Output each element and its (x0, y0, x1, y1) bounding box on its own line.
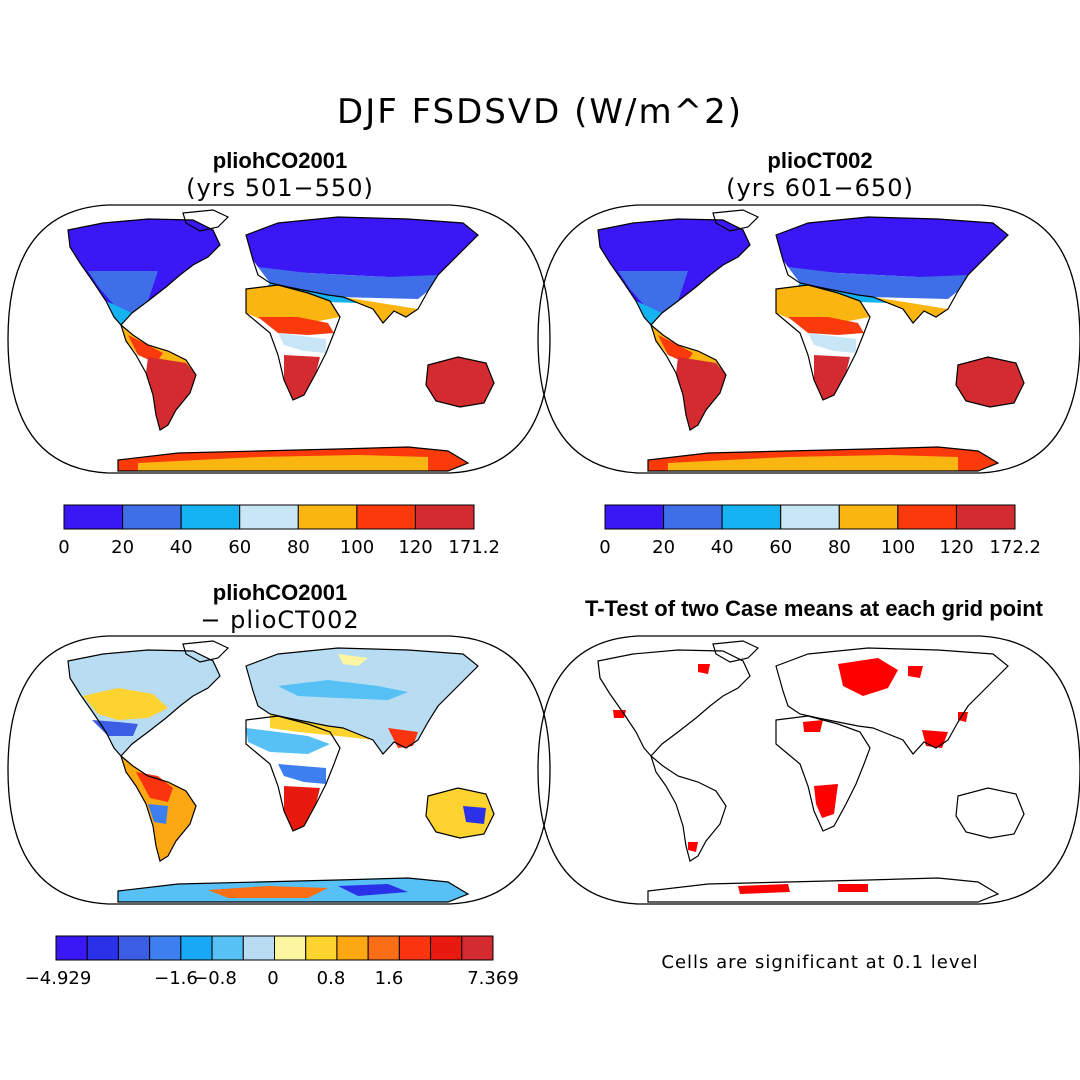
colorbar-swatch (122, 504, 182, 530)
panel-tr-title: plioCT002 (767, 148, 873, 173)
map-panel-br (537, 635, 1080, 905)
colorbar-tick-label: 171.2 (448, 537, 500, 558)
panel-tl-title: pliohCO2001 (212, 148, 348, 173)
colorbar-swatch (211, 935, 244, 961)
colorbar-tick-label: 120 (398, 537, 432, 558)
colorbar-swatch (663, 504, 723, 530)
colorbar-tick-label: 60 (769, 537, 792, 558)
colorbar-swatch (117, 935, 151, 961)
colorbar-tick-label: 80 (828, 537, 851, 558)
colorbar-swatch (336, 935, 369, 961)
colorbar-swatch (63, 504, 124, 530)
colorbar-tick-label: −1.6 (154, 968, 198, 989)
colorbar-tick-label: 60 (228, 537, 251, 558)
colorbar-tick-label: 40 (711, 537, 734, 558)
panel-tr-subtitle: (yrs 601−650) (726, 174, 914, 202)
colorbar-swatch (780, 504, 840, 530)
figure-title: DJF FSDSVD (W/m^2) (337, 92, 743, 132)
colorbar-swatch (297, 504, 358, 530)
colorbar-tick-label: −4.929 (25, 968, 92, 989)
colorbar-tick-label: 7.369 (467, 968, 519, 989)
colorbar-tr: 0 20 40 60 80 100 120 172.2 (599, 504, 1041, 558)
colorbar-swatch (955, 504, 1016, 530)
colorbar-tick-label: 80 (287, 537, 310, 558)
map-panel-bl (7, 635, 551, 905)
colorbar-tick-label: 0.8 (317, 968, 346, 989)
colorbar-tick-label: −0.8 (193, 968, 237, 989)
colorbar-swatch (604, 504, 665, 530)
panel-bl-subtitle: − plioCT002 (200, 606, 360, 634)
map-panel-tr (537, 204, 1080, 474)
colorbar-tl: 0 20 40 60 80 100 120 171.2 (58, 504, 500, 558)
colorbar-tick-label: 1.6 (375, 968, 404, 989)
colorbar-tick-label: 100 (340, 537, 374, 558)
panel-br-title: T-Test of two Case means at each grid po… (584, 596, 1043, 621)
colorbar-swatch (430, 935, 463, 961)
colorbar-swatch (86, 935, 119, 961)
colorbar-swatch (242, 935, 276, 961)
colorbar-swatch (356, 504, 416, 530)
panel-tl-subtitle: (yrs 501−550) (186, 174, 374, 202)
colorbar-tick-label: 20 (111, 537, 134, 558)
colorbar-swatch (838, 504, 899, 530)
colorbar-tick-label: 0 (267, 968, 278, 989)
colorbar-swatch (897, 504, 957, 530)
panel-bl-title: pliohCO2001 (212, 580, 348, 605)
colorbar-tick-label: 100 (881, 537, 915, 558)
colorbar-swatch (149, 935, 182, 961)
colorbar-tick-label: 172.2 (989, 537, 1041, 558)
colorbar-tick-label: 40 (170, 537, 193, 558)
colorbar-swatch (239, 504, 299, 530)
colorbar-swatch (367, 935, 400, 961)
colorbar-swatch (180, 935, 213, 961)
colorbar-swatch (274, 935, 307, 961)
colorbar-swatch (305, 935, 338, 961)
colorbar-tick-label: 20 (652, 537, 675, 558)
significance-note: Cells are significant at 0.1 level (661, 952, 979, 973)
colorbar-swatch (180, 504, 241, 530)
colorbar-swatch (721, 504, 782, 530)
map-panel-tl (7, 204, 551, 474)
colorbar-swatch (398, 935, 432, 961)
colorbar-swatch (55, 935, 88, 961)
colorbar-tick-label: 0 (599, 537, 610, 558)
colorbar-tick-label: 0 (58, 537, 69, 558)
colorbar-swatch (461, 935, 494, 961)
colorbar-swatch (414, 504, 475, 530)
colorbar-tick-label: 120 (939, 537, 973, 558)
colorbar-bl: −4.929 −1.6−0.8 0 0.8 1.6 7.369 (25, 935, 519, 989)
